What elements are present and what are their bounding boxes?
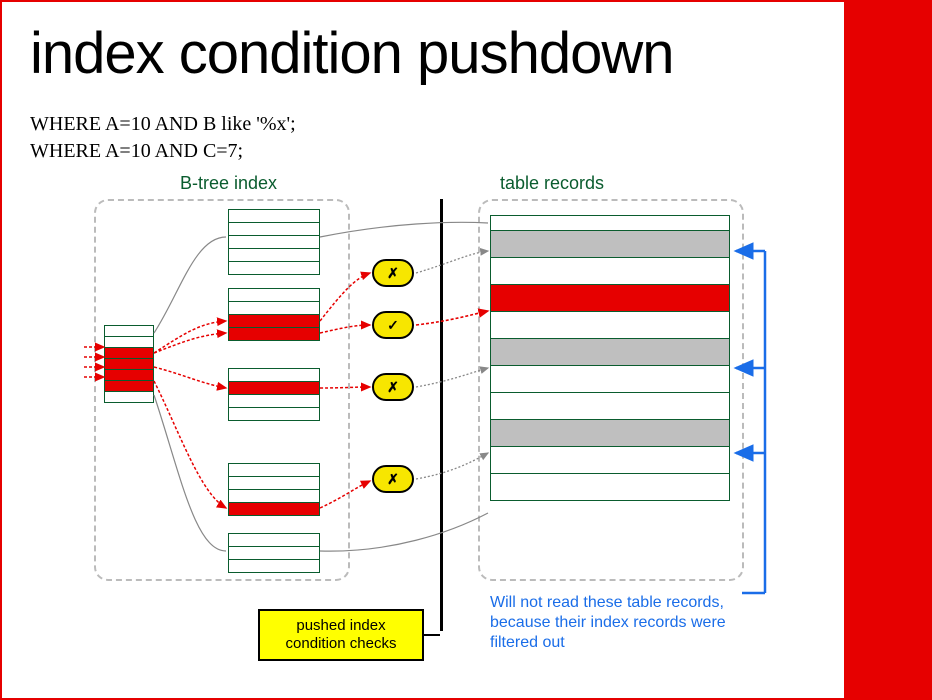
leaf-cell [228,248,320,262]
x-icon: ✗ [387,265,399,282]
leaf-cell [228,489,320,503]
leaf-cell [228,407,320,421]
diagram: B-tree index table records [30,173,850,673]
leaf-cell-match [228,502,320,516]
leaf-cell [228,222,320,236]
x-icon: ✗ [387,379,399,396]
table-row [490,365,730,393]
table-rows [490,215,730,501]
leaf-cell-match [228,327,320,341]
table-row [490,446,730,474]
table-row [490,215,730,231]
slide-content: index condition pushdown WHERE A=10 AND … [0,0,844,700]
leaf-cell [228,394,320,408]
leaf-cell [228,476,320,490]
check-icon: ✓ [387,317,399,334]
sidebar-brand: HighLoad++ Junior [844,0,932,700]
label-table-records: table records [500,173,604,194]
leaf-cell [228,533,320,547]
leaf-cell [228,209,320,223]
check-node-reject: ✗ [372,465,414,493]
divider [440,199,443,631]
leaf-cell [228,261,320,275]
leaf-cell-match [228,381,320,395]
where-line-2: WHERE A=10 AND C=7; [30,138,844,165]
leaf-cell [228,559,320,573]
slide-title: index condition pushdown [30,20,844,87]
table-row [490,473,730,501]
note-filtered-out: Will not read these table records, becau… [490,593,740,653]
pushed-checks-label: pushed index condition checks [258,609,424,661]
btree-leaf [228,209,320,275]
btree-leaf [228,463,320,516]
btree-root [104,325,154,403]
x-icon: ✗ [387,471,399,488]
leaf-cell [228,368,320,382]
where-line-1: WHERE A=10 AND B like '%x'; [30,111,844,138]
table-row-skipped [490,338,730,366]
table-row-skipped [490,419,730,447]
leaf-cell [228,235,320,249]
leaf-cell-match [228,314,320,328]
check-node-pass: ✓ [372,311,414,339]
btree-leaf [228,288,320,341]
leaf-cell [228,546,320,560]
btree-leaf [228,533,320,573]
table-row [490,311,730,339]
leaf-cell [228,463,320,477]
label-btree-index: B-tree index [180,173,277,194]
table-row-skipped [490,230,730,258]
table-row [490,392,730,420]
table-row [490,257,730,285]
leaf-cell [228,301,320,315]
root-cell [104,391,154,403]
btree-leaf [228,368,320,421]
where-examples: WHERE A=10 AND B like '%x'; WHERE A=10 A… [30,111,844,165]
check-node-reject: ✗ [372,373,414,401]
leaf-cell [228,288,320,302]
table-row-match [490,284,730,312]
check-node-reject: ✗ [372,259,414,287]
